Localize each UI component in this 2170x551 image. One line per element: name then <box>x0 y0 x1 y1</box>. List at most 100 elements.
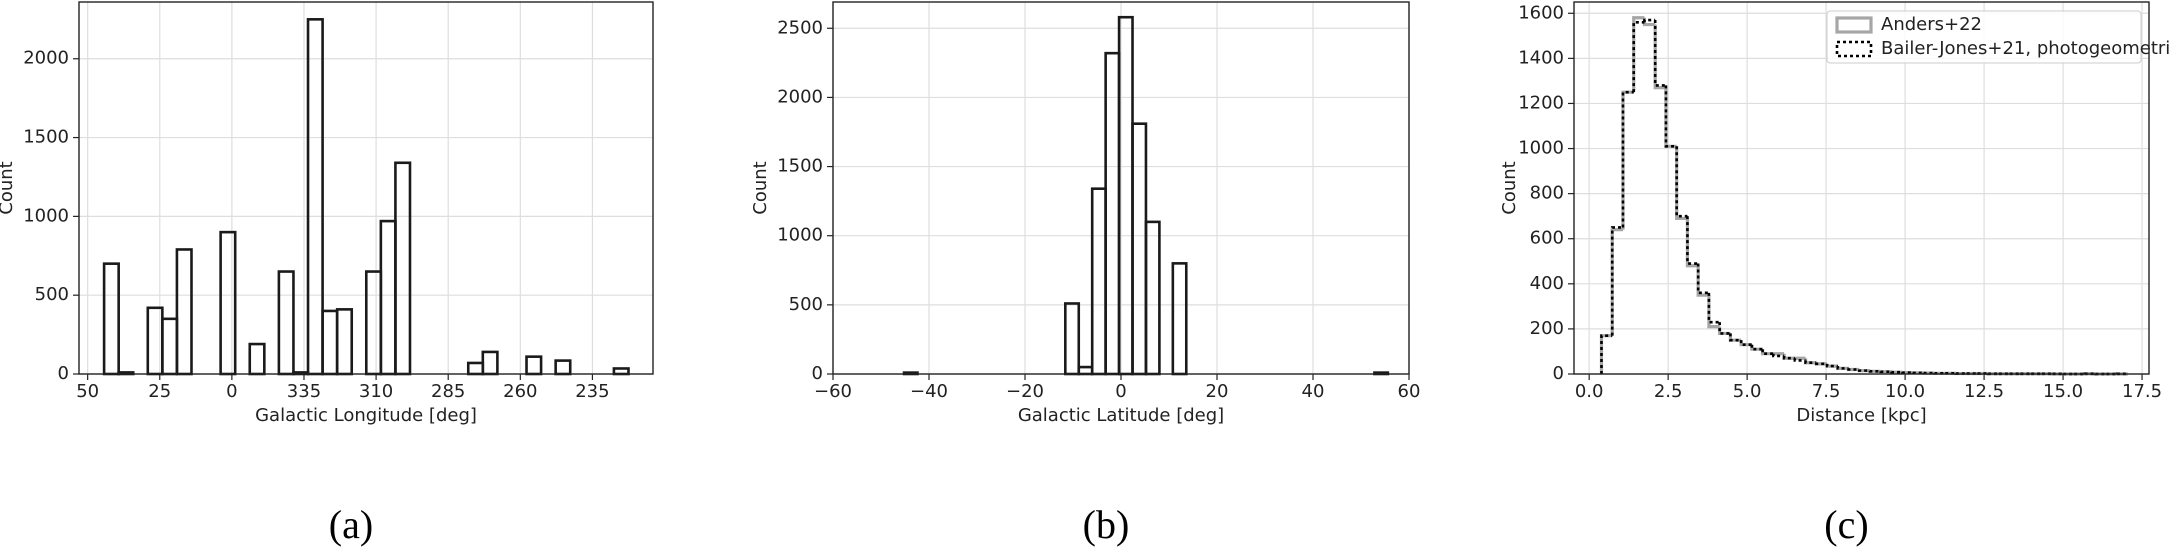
step-line <box>1836 366 1849 370</box>
y-tick-label: 2500 <box>777 17 823 38</box>
x-tick-label: 60 <box>1398 381 1421 402</box>
step-line <box>1632 16 1645 93</box>
step-line <box>1750 344 1763 351</box>
y-tick-label: 600 <box>1530 228 1564 249</box>
x-tick-label: 260 <box>503 381 537 402</box>
x-tick-label: 2.5 <box>1654 381 1683 402</box>
plot-frame <box>832 1 1410 375</box>
bar <box>525 355 543 376</box>
bar <box>248 342 266 376</box>
y-axis-label: Count <box>750 161 771 214</box>
step-line <box>1632 20 1645 93</box>
y-tick-label: 800 <box>1530 183 1564 204</box>
step-line <box>1782 355 1795 360</box>
y-tick-label: 1500 <box>777 156 823 177</box>
step-line <box>1718 322 1731 335</box>
bar <box>335 308 354 376</box>
step-line <box>1599 334 1613 374</box>
x-tick-label: 0 <box>226 381 237 402</box>
plot-frame <box>78 1 654 375</box>
bar <box>554 359 572 376</box>
y-axis-label: Count <box>1499 161 1520 214</box>
legend: Anders+22 Bailer-Jones+21, photogeometric <box>1826 10 2170 64</box>
step-line <box>1868 369 1881 373</box>
bar <box>277 270 295 376</box>
bar <box>321 309 339 376</box>
step-line <box>1761 349 1774 356</box>
x-tick-label: 0.0 <box>1575 381 1604 402</box>
step-line <box>1825 363 1838 368</box>
x-tick-label: 0 <box>1115 381 1126 402</box>
x-tick-label: 310 <box>359 381 393 402</box>
step-line <box>1696 265 1709 297</box>
step-line <box>1643 18 1656 23</box>
y-tick-label: 1200 <box>1518 92 1564 113</box>
step-line <box>1610 228 1623 336</box>
y-tick-label: 500 <box>789 294 823 315</box>
step-line <box>1847 368 1860 371</box>
y-tick-label: 400 <box>1530 273 1564 294</box>
step-line <box>1610 226 1623 336</box>
x-tick-label: 15.0 <box>2043 381 2083 402</box>
bar <box>1064 302 1081 376</box>
x-tick-label: 335 <box>287 381 321 402</box>
x-tick-label: 285 <box>431 381 465 402</box>
bar <box>161 317 179 376</box>
caption: (c) <box>1824 502 1868 547</box>
step-line <box>1772 353 1785 358</box>
bar <box>379 219 397 376</box>
bar <box>364 270 383 376</box>
bar <box>612 367 630 376</box>
bar <box>175 248 193 376</box>
bar <box>394 161 412 376</box>
y-tick-label: 0 <box>812 363 823 384</box>
bar <box>1090 187 1107 376</box>
step-line <box>1707 292 1720 324</box>
x-tick-label: 25 <box>148 381 171 402</box>
x-tick-label: 235 <box>575 381 609 402</box>
bar <box>466 361 485 376</box>
y-tick-label: 0 <box>58 363 69 384</box>
step-line <box>1739 340 1752 346</box>
step-line <box>1600 334 1613 374</box>
step-line <box>1815 362 1828 366</box>
bar <box>219 230 237 376</box>
y-tick-label: 500 <box>35 284 69 305</box>
plot-frame <box>1573 1 2150 375</box>
bar <box>102 262 120 376</box>
x-axis-label: Galactic Latitude [deg] <box>1018 405 1224 426</box>
x-tick-label: 7.5 <box>1812 381 1841 402</box>
step-line <box>1729 333 1742 342</box>
y-tick-label: 0 <box>1553 363 1564 384</box>
x-tick-label: 10.0 <box>1885 381 1925 402</box>
bar <box>1131 122 1148 376</box>
x-tick-label: 12.5 <box>1964 381 2004 402</box>
step-line <box>1621 90 1634 228</box>
x-axis-label: Distance [kpc] <box>1796 405 1926 426</box>
bar <box>306 18 324 376</box>
step-line <box>1857 369 1871 372</box>
caption: (b) <box>1083 502 1130 547</box>
legend-label: Anders+22 <box>1881 14 1982 35</box>
y-tick-label: 1600 <box>1518 2 1564 23</box>
bar <box>481 350 499 376</box>
caption: (a) <box>329 502 373 547</box>
x-axis-label: Galactic Longitude [deg] <box>255 405 477 426</box>
y-tick-label: 2000 <box>23 48 69 69</box>
x-tick-label: 5.0 <box>1733 381 1762 402</box>
step-line <box>1653 24 1666 90</box>
y-tick-label: 1000 <box>777 225 823 246</box>
x-tick-label: 17.5 <box>2122 381 2162 402</box>
x-tick-label: 50 <box>76 381 99 402</box>
x-tick-label: 20 <box>1206 381 1229 402</box>
step-line <box>1664 85 1677 148</box>
step-line <box>1686 216 1699 265</box>
y-tick-label: 1400 <box>1518 47 1564 68</box>
legend-box <box>1826 10 2142 64</box>
x-tick-label: −20 <box>1006 381 1044 402</box>
x-tick-label: −60 <box>814 381 852 402</box>
y-tick-label: 1000 <box>23 205 69 226</box>
legend-swatch <box>1835 16 1873 34</box>
y-tick-label: 1500 <box>23 127 69 148</box>
legend-label: Bailer-Jones+21, photogeometric <box>1881 38 2170 59</box>
